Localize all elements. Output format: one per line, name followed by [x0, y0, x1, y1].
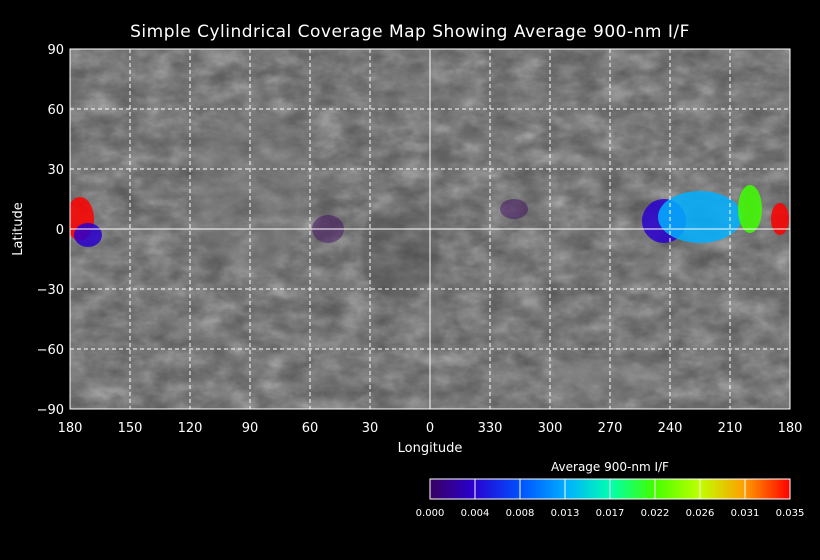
x-tick-labels: 180 150 120 90 60 30 0 330 300 270 240 210 180	[58, 421, 803, 436]
x-tick-label: 0	[426, 421, 434, 436]
map-title: Simple Cylindrical Coverage Map Showing …	[130, 22, 690, 42]
map-grid	[70, 49, 790, 409]
y-tick-label: −60	[37, 343, 64, 358]
colorbar-tick-label: 0.031	[731, 508, 760, 519]
x-tick-label: 180	[778, 421, 803, 436]
x-tick-label: 60	[302, 421, 319, 436]
y-tick-label: 30	[47, 163, 64, 178]
x-axis-label: Longitude	[398, 441, 463, 456]
y-axis-label: Latitude	[11, 202, 26, 256]
colorbar-title: Average 900-nm I/F	[551, 460, 669, 474]
colorbar-dividers	[474, 479, 746, 499]
colorbar-tick-label: 0.026	[686, 508, 715, 519]
coverage-patch	[500, 199, 528, 219]
x-tick-label: 270	[598, 421, 623, 436]
colorbar-tick-label: 0.022	[641, 508, 670, 519]
coverage-patch	[74, 223, 102, 247]
colorbar-tick-label: 0.008	[506, 508, 535, 519]
colorbar-tick-label: 0.004	[461, 508, 490, 519]
colorbar-tick-label: 0.013	[551, 508, 580, 519]
y-tick-label: −90	[37, 403, 64, 418]
coverage-patch	[771, 203, 789, 235]
y-tick-labels: 90 60 30 0 −30 −60 −90	[37, 43, 64, 418]
y-tick-label: 60	[47, 103, 64, 118]
colorbar-tick-label: 0.000	[416, 508, 445, 519]
colorbar-tick-labels: 0.000 0.004 0.008 0.013 0.017 0.022 0.026 0.031…	[416, 508, 805, 519]
x-tick-label: 30	[362, 421, 379, 436]
y-tick-label: 90	[47, 43, 64, 58]
colorbar-frame	[429, 478, 791, 500]
y-tick-label: 0	[56, 223, 64, 238]
x-tick-label: 330	[478, 421, 503, 436]
map-frame	[69, 48, 791, 410]
x-tick-label: 90	[242, 421, 259, 436]
colorbar-tick-label: 0.017	[596, 508, 625, 519]
x-tick-label: 120	[178, 421, 203, 436]
x-tick-label: 240	[658, 421, 683, 436]
x-tick-label: 150	[118, 421, 143, 436]
x-tick-label: 180	[58, 421, 83, 436]
y-tick-label: −30	[37, 283, 64, 298]
x-tick-label: 300	[538, 421, 563, 436]
colorbar-tick-label: 0.035	[776, 508, 805, 519]
coverage-patch	[738, 185, 762, 233]
x-tick-label: 210	[718, 421, 743, 436]
coverage-patch	[658, 191, 742, 243]
